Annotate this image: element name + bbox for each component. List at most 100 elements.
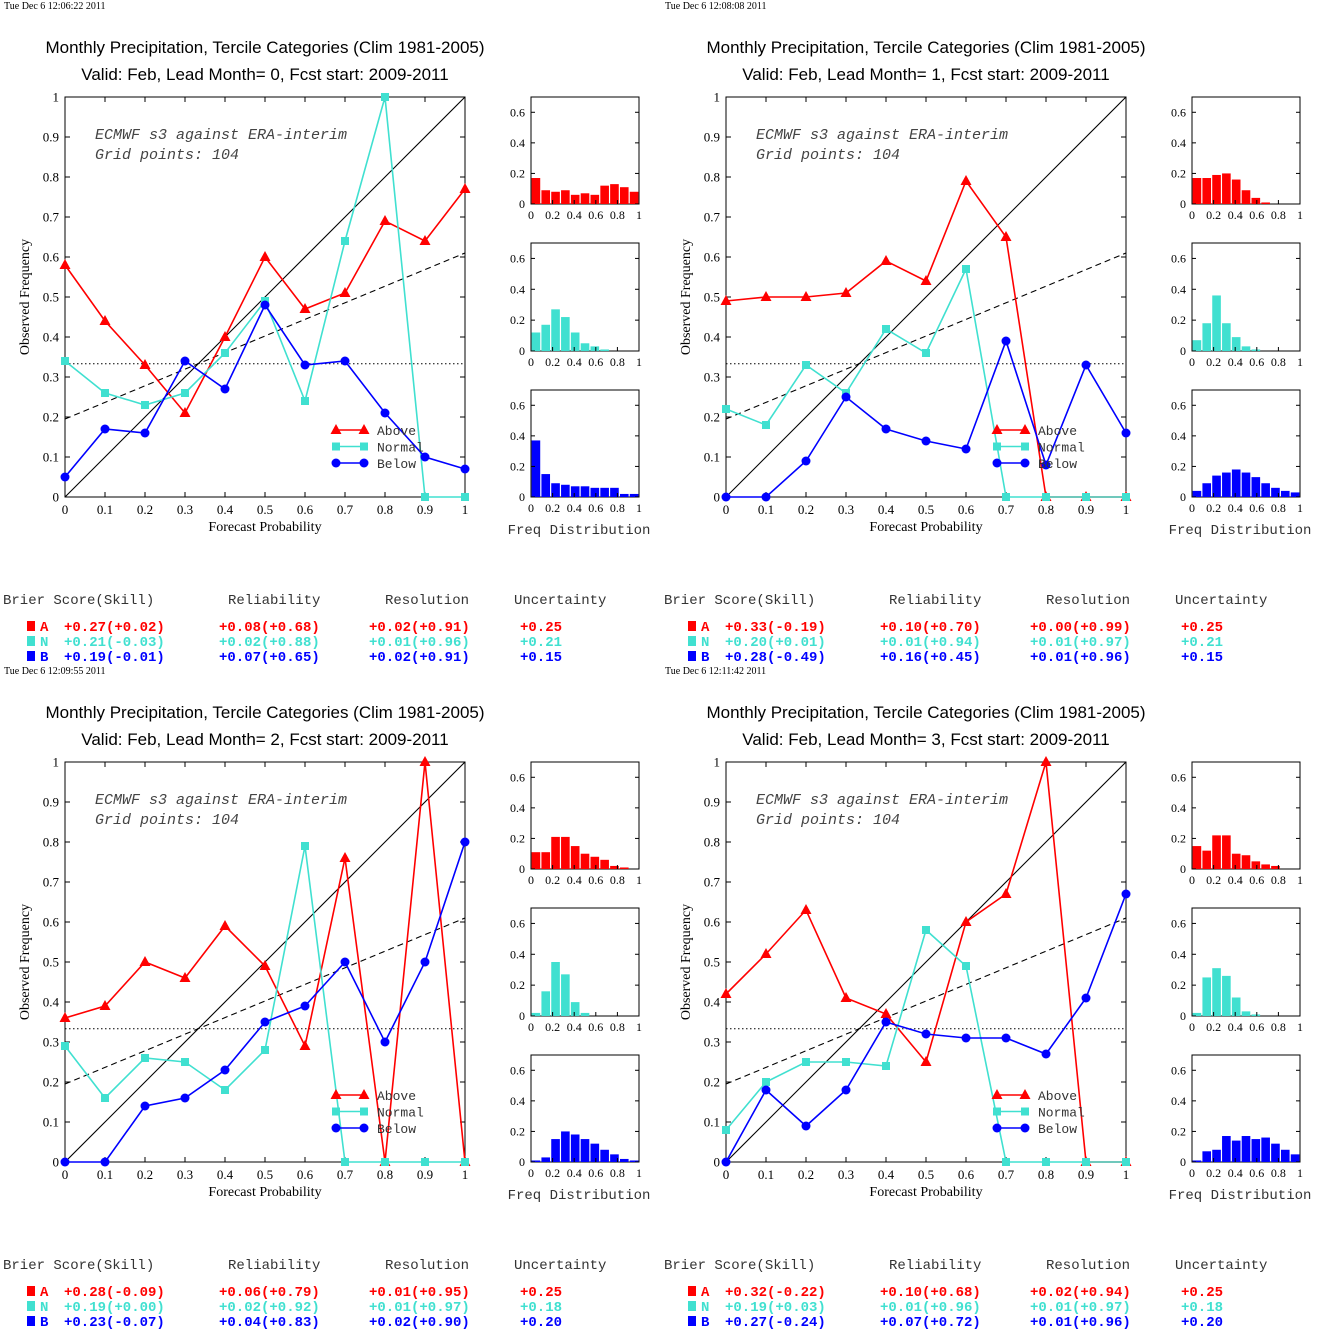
histogram-normal: 0 0.2 0.4 0.6 0 0.2 0.4 0.6 0.8 1	[510, 907, 642, 1034]
hist-x-tick-label: 0	[1189, 501, 1195, 515]
reliability-panel: Tue Dec 6 12:09:55 2011 Monthly Precipita…	[3, 666, 650, 1330]
hist-x-tick-label: 0.2	[545, 355, 560, 369]
data-point-below	[380, 408, 390, 418]
score-row-key: B	[701, 650, 710, 666]
histogram-bar	[1222, 1136, 1231, 1162]
data-point-below	[841, 392, 851, 402]
histogram-bar	[580, 486, 590, 497]
data-point-above	[1000, 888, 1012, 898]
hist-y-tick-label: 0.2	[1171, 459, 1186, 473]
histogram-bar	[1202, 483, 1212, 497]
hist-y-tick-label: 0.2	[1171, 831, 1186, 845]
data-point-below	[220, 384, 230, 394]
no-skill-line	[64, 252, 466, 420]
y-tick-label: 0.1	[43, 450, 59, 465]
score-header: Uncertainty	[514, 1258, 606, 1274]
hist-x-tick-label: 0	[1189, 208, 1195, 222]
hist-x-tick-label: 1	[1297, 1020, 1303, 1034]
histogram-bar	[1192, 846, 1202, 869]
score-cell: +0.01(+0.94)	[880, 635, 981, 651]
histogram-bar	[1261, 1137, 1270, 1162]
model-annotation: ECMWF s3 against ERA-interim	[756, 127, 1008, 144]
histogram-bar	[1241, 1136, 1251, 1162]
hist-x-tick-label: 0	[1189, 873, 1195, 887]
x-axis-label: Forecast Probability	[208, 1185, 321, 1200]
histogram-bar	[561, 317, 570, 351]
y-tick-label: 0.7	[704, 210, 721, 225]
data-point-above	[299, 303, 311, 313]
histogram-bar	[1231, 469, 1241, 497]
series-below	[60, 837, 470, 1167]
histogram-bar	[1222, 975, 1231, 1016]
data-point-above	[99, 1000, 111, 1010]
y-tick-label: 0.4	[704, 330, 721, 345]
histogram-bar	[551, 962, 560, 1016]
hist-x-tick-label: 0.4	[1228, 873, 1243, 887]
series-below	[721, 336, 1131, 502]
histogram-bar	[570, 332, 580, 351]
x-tick-label: 0	[723, 1167, 730, 1182]
score-row-key: A	[40, 1285, 49, 1301]
histogram-bar	[1251, 861, 1261, 869]
data-point-above	[299, 1040, 311, 1050]
score-row-swatch	[27, 1301, 35, 1311]
hist-y-tick-label: 0.4	[1171, 1094, 1186, 1108]
legend-marker	[1021, 1107, 1029, 1116]
legend-marker	[359, 458, 369, 468]
histogram-bar	[541, 190, 551, 204]
hist-x-tick-label: 0.4	[567, 1166, 582, 1180]
score-cell: +0.19(-0.01)	[64, 650, 165, 666]
hist-x-tick-label: 1	[636, 1166, 642, 1180]
histogram-bar	[580, 193, 590, 204]
histogram-bar	[1192, 490, 1202, 497]
legend-marker	[332, 442, 340, 451]
y-tick-label: 0.3	[43, 370, 59, 385]
x-tick-label: 0.5	[918, 1167, 934, 1182]
data-point-normal	[341, 1158, 349, 1166]
data-point-normal	[141, 1054, 149, 1062]
x-tick-label: 0.2	[137, 1167, 153, 1182]
histogram-below: 0 0.2 0.4 0.6 0 0.2 0.4 0.6 0.8 1	[510, 1054, 642, 1180]
y-tick-label: 0.6	[43, 915, 60, 930]
x-tick-label: 0.5	[918, 502, 934, 517]
data-point-below	[721, 492, 731, 502]
data-point-normal	[1042, 1158, 1050, 1166]
hist-x-tick-label: 0.2	[1206, 1166, 1221, 1180]
hist-x-tick-label: 0.6	[588, 1020, 603, 1034]
score-cell: +0.00(+0.99)	[1030, 620, 1131, 636]
histogram-bar	[1241, 346, 1251, 351]
hist-x-tick-label: 0.2	[1206, 873, 1221, 887]
hist-y-tick-label: 0	[519, 197, 525, 211]
hist-y-tick-label: 0.2	[510, 313, 525, 327]
hist-y-tick-label: 0.6	[1171, 1063, 1186, 1077]
score-cell: +0.01(+0.97)	[369, 1300, 470, 1316]
chart-title: Monthly Precipitation, Tercile Categorie…	[45, 38, 484, 57]
histogram-bar	[1241, 472, 1251, 497]
histogram-bar	[570, 846, 580, 869]
hist-x-tick-label: 0.2	[1206, 501, 1221, 515]
hist-x-tick-label: 0.4	[1228, 1166, 1243, 1180]
histogram-bar	[551, 483, 560, 497]
histogram-bar	[1212, 1149, 1221, 1162]
y-tick-label: 0.5	[43, 290, 59, 305]
x-tick-label: 0.2	[798, 502, 814, 517]
score-header: Reliability	[889, 1258, 981, 1274]
data-point-below	[1001, 336, 1011, 346]
histogram-bar	[1192, 178, 1202, 204]
series-normal	[61, 842, 469, 1166]
legend-marker	[1020, 458, 1030, 468]
x-tick-label: 0.1	[97, 1167, 113, 1182]
hist-x-tick-label: 0.4	[1228, 208, 1243, 222]
histogram-bar	[531, 178, 541, 204]
hist-y-tick-label: 0.6	[510, 770, 525, 784]
hist-x-tick-label: 0.8	[610, 1020, 625, 1034]
score-cell: +0.01(+0.97)	[1030, 1300, 1131, 1316]
data-point-below	[140, 1101, 150, 1111]
data-point-below	[260, 300, 270, 310]
hist-x-tick-label: 0.4	[567, 208, 582, 222]
score-header: Resolution	[385, 593, 469, 609]
x-tick-label: 0.3	[838, 1167, 854, 1182]
hist-y-tick-label: 0	[1180, 862, 1186, 876]
score-cell: +0.18	[520, 1300, 562, 1316]
legend-marker	[330, 1089, 342, 1099]
